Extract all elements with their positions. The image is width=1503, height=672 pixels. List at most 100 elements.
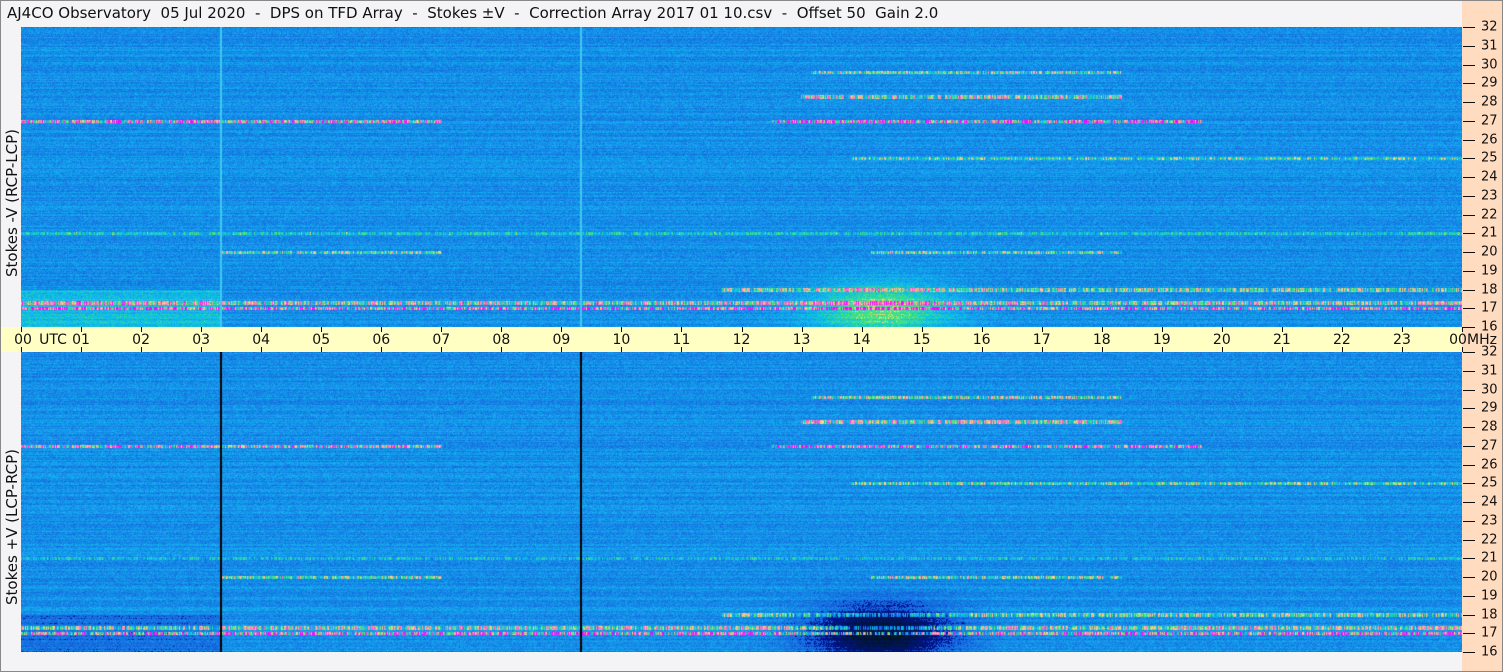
y-tick — [1463, 102, 1475, 103]
y-tick-label: 29 — [1481, 400, 1498, 416]
y-tick — [1463, 177, 1475, 178]
x-tick-label: 11 — [672, 332, 691, 348]
y-tick-label: 17 — [1481, 300, 1498, 316]
x-tick — [861, 347, 863, 352]
y-tick-label: 24 — [1481, 169, 1498, 185]
x-tick-label: 18 — [1092, 332, 1111, 348]
x-tick-label: 06 — [372, 332, 391, 348]
y-unit-label: MHz — [1467, 332, 1497, 348]
x-tick — [921, 327, 923, 332]
x-tick-label: 00 — [1449, 332, 1467, 348]
y-tick — [1463, 427, 1475, 428]
x-tick — [81, 327, 83, 332]
x-tick-label: 00 — [14, 332, 32, 348]
x-tick — [141, 327, 143, 332]
y-tick-label: 23 — [1481, 188, 1498, 204]
x-tick-label: 20 — [1212, 332, 1231, 348]
y-tick — [1463, 352, 1475, 353]
x-tick-label: 01 — [72, 332, 90, 348]
y-tick — [1463, 502, 1475, 503]
y-tick-label: 22 — [1481, 207, 1498, 222]
x-tick — [561, 327, 563, 332]
x-tick — [1161, 347, 1163, 352]
y-tick — [1463, 577, 1475, 578]
y-tick — [1463, 389, 1475, 391]
x-tick — [201, 347, 203, 352]
x-tick-label: 23 — [1393, 332, 1411, 348]
y-tick-label: 28 — [1481, 419, 1498, 435]
x-tick — [1341, 327, 1343, 332]
y-tick — [1463, 120, 1475, 122]
y-tick-label: 27 — [1481, 113, 1498, 129]
y-tick — [1463, 327, 1475, 328]
y-tick-label: 24 — [1481, 494, 1498, 510]
y-tick — [1463, 158, 1475, 160]
spectrogram-stokes-minus-v — [21, 27, 1462, 327]
y-tick — [1463, 214, 1475, 216]
y-tick-label: 19 — [1481, 263, 1498, 279]
y-tick-label: 22 — [1481, 532, 1498, 547]
x-tick-label: 13 — [792, 332, 811, 348]
x-tick-label: 21 — [1272, 332, 1291, 348]
y-tick-label: 16 — [1481, 319, 1498, 335]
x-tick-label: 07 — [432, 332, 451, 348]
x-tick-label: 15 — [912, 332, 931, 348]
x-tick — [1161, 327, 1163, 332]
y-tick-label: 25 — [1481, 475, 1498, 491]
y-tick — [1463, 558, 1475, 560]
x-tick — [1462, 347, 1463, 352]
x-tick — [1101, 327, 1103, 332]
x-tick — [1401, 347, 1403, 352]
frequency-axis — [1462, 1, 1502, 671]
y-tick-label: 30 — [1481, 57, 1498, 72]
x-tick — [1041, 327, 1043, 332]
x-tick — [261, 327, 263, 332]
x-unit-label: UTC — [39, 332, 67, 348]
x-tick-label: 10 — [612, 332, 631, 348]
y-tick — [1463, 464, 1475, 466]
x-tick-label: 22 — [1332, 332, 1351, 348]
y-tick — [1463, 195, 1475, 197]
y-tick-label: 31 — [1481, 38, 1498, 54]
x-tick — [621, 327, 623, 332]
x-tick — [921, 347, 923, 352]
x-tick-label: 08 — [492, 332, 511, 348]
x-tick — [321, 347, 323, 352]
x-tick — [1462, 327, 1463, 332]
y-tick-label: 20 — [1481, 569, 1498, 585]
x-tick — [1401, 327, 1403, 332]
x-tick-label: 16 — [972, 332, 991, 348]
x-tick — [501, 347, 503, 352]
y-tick — [1463, 539, 1475, 541]
y-tick-label: 32 — [1481, 19, 1498, 35]
x-tick — [1041, 347, 1043, 352]
y-tick-label: 32 — [1481, 344, 1498, 360]
y-tick-label: 30 — [1481, 382, 1498, 397]
y-tick — [1463, 652, 1475, 653]
y-tick — [1463, 445, 1475, 447]
y-tick-label: 18 — [1481, 607, 1498, 622]
x-tick — [21, 327, 22, 332]
x-tick — [801, 327, 803, 332]
x-tick — [381, 347, 383, 352]
y-tick — [1463, 252, 1475, 253]
y-tick — [1463, 64, 1475, 66]
chart-title: AJ4CO Observatory 05 Jul 2020 - DPS on T… — [7, 4, 939, 22]
y-tick — [1463, 408, 1475, 410]
x-tick — [201, 327, 203, 332]
x-tick — [1221, 327, 1223, 332]
x-tick — [381, 327, 383, 332]
y-tick — [1463, 83, 1475, 85]
x-tick — [621, 347, 623, 352]
x-tick-label: 09 — [552, 332, 571, 348]
x-tick-label: 14 — [852, 332, 871, 348]
y-tick-label: 31 — [1481, 363, 1498, 379]
y-tick-label: 23 — [1481, 513, 1498, 529]
y-tick-label: 27 — [1481, 438, 1498, 454]
x-tick — [741, 347, 743, 352]
y-tick — [1463, 270, 1475, 272]
y-tick-label: 16 — [1481, 644, 1498, 660]
x-tick — [981, 327, 983, 332]
y-tick-label: 21 — [1481, 225, 1498, 241]
